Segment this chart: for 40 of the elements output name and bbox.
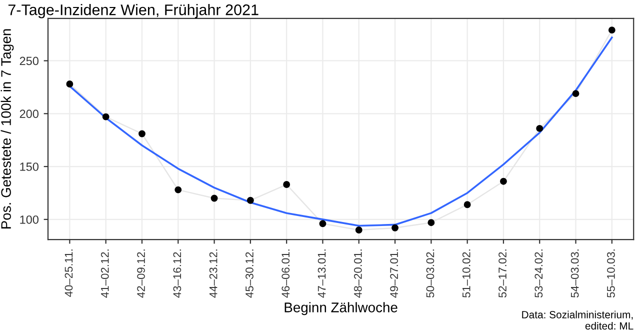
point [608,26,616,34]
x-tick-label: 43–16.12. [173,250,182,298]
x-tick-label: 48–20.01. [354,250,362,298]
text: Data: Sozialministerium, edited: ML [522,310,634,330]
x-tick-label: 44–23.12. [209,250,218,298]
point [174,186,182,194]
x-tick-label: 54–03.03. [570,250,579,298]
chart-title: 7-Tage-Inzidenz Wien, Frühjahr 2021 [8,4,258,18]
y-tick-label: 250 [20,56,39,66]
x-tick-label: 52–17.02. [498,250,506,298]
point [283,181,290,188]
x-tick-label: 46–06.01. [282,250,290,298]
x-tick-label: 42–09.12. [137,250,145,298]
y-tick-label: 200 [20,110,39,118]
x-tick-label: 51–10.02. [462,250,470,298]
x-tick-label: 49–27.01. [390,250,398,298]
y-tick-label: 150 [20,162,39,171]
point [428,219,435,226]
point [355,226,362,234]
point [246,196,254,204]
point [500,178,507,185]
x-axis-title: Beginn Zählwoche [284,302,398,316]
y-axis-title: Pos. Getestete / 100k in 7 Tagen [0,29,14,228]
x-tick-label: 50–03.02. [426,250,434,298]
x-tick-label: 55–10.03. [607,250,615,298]
point [66,80,74,88]
x-tick-label: 53–24.02. [534,250,543,298]
point [319,220,326,228]
point [464,201,471,208]
x-tick-label: 45–30.12. [246,250,254,298]
x-tick-label: 41–02.12. [100,250,109,298]
point [138,130,146,138]
point [536,124,544,132]
point [102,113,110,120]
x-tick-label: 40–25.11. [64,250,73,297]
point [572,90,580,98]
y-tick-label: 100 [20,215,39,224]
point [210,194,218,202]
x-tick-label: 47–13.01. [318,250,326,298]
point [392,224,398,232]
